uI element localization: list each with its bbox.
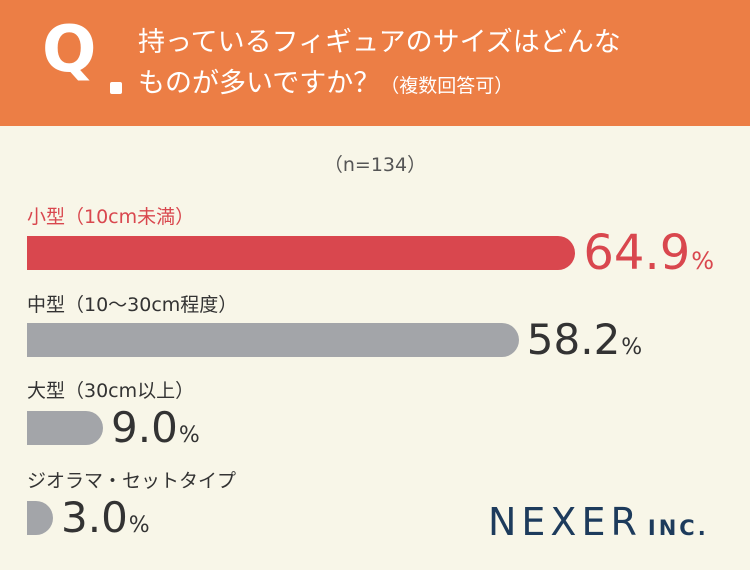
- value-number: 9.0: [111, 403, 178, 452]
- value-label: 64.9%: [583, 229, 714, 277]
- value-unit: %: [691, 247, 715, 275]
- category-label: 小型（10cm未満）: [27, 206, 195, 228]
- question-note: （複数回答可）: [380, 75, 514, 97]
- value-unit: %: [178, 423, 200, 448]
- category-label: 中型（10〜30cm程度）: [27, 294, 238, 316]
- nexer-logo: NEXER INC.: [488, 500, 709, 544]
- question-header: Q 持っているフィギュアのサイズはどんな ものが多いですか？（複数回答可）: [0, 0, 750, 126]
- value-label: 9.0%: [111, 407, 200, 449]
- bar: [27, 501, 53, 535]
- bar: [27, 236, 576, 270]
- value-unit: %: [621, 335, 643, 360]
- category-label: ジオラマ・セットタイプ: [27, 470, 237, 492]
- question-line-2: ものが多いですか？: [138, 68, 381, 99]
- value-label: 58.2%: [527, 319, 642, 361]
- value-number: 3.0: [61, 493, 128, 542]
- value-number: 58.2: [526, 315, 621, 364]
- bar: [27, 411, 104, 445]
- bar: [27, 323, 519, 357]
- value-unit: %: [128, 513, 150, 538]
- value-number: 64.9: [583, 225, 691, 281]
- category-label: 大型（30cm以上）: [27, 380, 195, 402]
- value-label: 3.0%: [61, 497, 150, 539]
- logo-main: NEXER: [488, 500, 642, 544]
- question-line-1: 持っているフィギュアのサイズはどんな: [138, 27, 621, 58]
- question-text: 持っているフィギュアのサイズはどんな ものが多いですか？（複数回答可）: [138, 22, 738, 107]
- question-mark: Q: [42, 13, 97, 87]
- question-mark-dot: [110, 82, 122, 94]
- sample-size: （n=134）: [323, 154, 427, 176]
- logo-inc: INC.: [647, 516, 709, 540]
